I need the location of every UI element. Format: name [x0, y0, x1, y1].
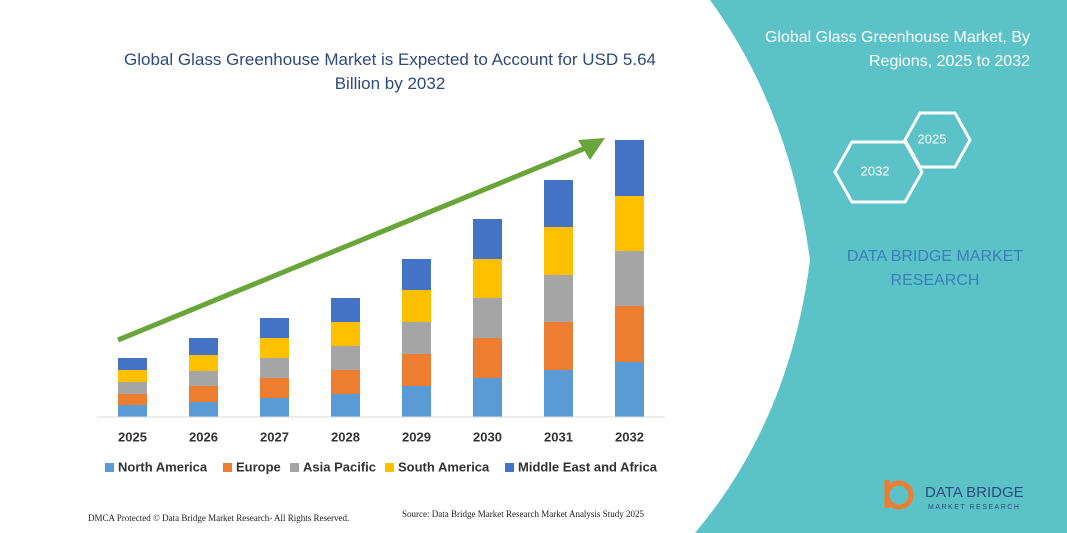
bar-segment [473, 219, 502, 259]
bar-segment [118, 370, 147, 382]
x-tick-label: 2025 [118, 429, 147, 444]
bar-segment [544, 180, 573, 227]
bar-segment [615, 362, 644, 417]
legend-label: Europe [236, 459, 281, 474]
logo-sub: MARKET RESEARCH [928, 504, 1021, 511]
x-tick-label: 2027 [260, 429, 289, 444]
dmca: DMCA Protected © Data Bridge Market Rese… [88, 513, 350, 523]
hex-label: 2032 [861, 163, 890, 178]
bar-segment [331, 394, 360, 417]
bar-segment [260, 338, 289, 358]
legend-swatch [385, 463, 394, 472]
bar-segment [331, 322, 360, 346]
bar-segment [544, 322, 573, 370]
panel-title: Global Glass Greenhouse Market, By Regio… [764, 29, 1030, 70]
brand: DATA BRIDGE MARKET RESEARCH [846, 248, 1024, 289]
bar-segment [189, 338, 218, 355]
bar-segment [331, 298, 360, 322]
source: Source: Data Bridge Market Research Mark… [402, 509, 644, 519]
legend-label: Asia Pacific [303, 459, 376, 474]
bar-segment [189, 371, 218, 386]
bar-segment [615, 140, 644, 196]
bar-segment [260, 318, 289, 338]
bar-segment [615, 306, 644, 362]
bar-segment [544, 275, 573, 322]
bar-segment [402, 322, 431, 354]
legend-label: Middle East and Africa [518, 459, 658, 474]
x-tick-label: 2028 [331, 429, 360, 444]
chart-title: Global Glass Greenhouse Market is Expect… [124, 50, 656, 93]
bar-segment [402, 386, 431, 417]
legend-swatch [223, 463, 232, 472]
bar-segment [402, 354, 431, 386]
bar-segment [473, 378, 502, 417]
x-tick-label: 2031 [544, 429, 573, 444]
logo-name: DATA BRIDGE [925, 484, 1024, 501]
bar-segment [189, 355, 218, 371]
legend-swatch [105, 463, 114, 472]
bar-segment [473, 298, 502, 338]
x-tick-label: 2026 [189, 429, 218, 444]
x-tick-label: 2032 [615, 429, 644, 444]
bar-segment [118, 358, 147, 370]
bar-segment [402, 290, 431, 322]
side-panel [695, 0, 1067, 533]
bar-segment [189, 386, 218, 402]
bar-segment [118, 394, 147, 405]
x-tick-label: 2030 [473, 429, 502, 444]
arrow-head [578, 138, 605, 160]
hex-label: 2025 [918, 131, 947, 146]
trend-arrow [117, 144, 589, 343]
bar-segment [615, 251, 644, 306]
legend-label: South America [398, 459, 490, 474]
bar-segment [331, 370, 360, 394]
legend-label: North America [118, 459, 208, 474]
bar-segment [260, 358, 289, 378]
logo-icon [884, 480, 914, 510]
bar-segment [189, 402, 218, 417]
bar-segment [260, 398, 289, 417]
legend-swatch [290, 463, 299, 472]
bar-segment [331, 346, 360, 370]
bar-segment [402, 259, 431, 290]
hexagons [833, 111, 972, 204]
bar-segment [544, 370, 573, 417]
bar-segment [260, 378, 289, 398]
legend-swatch [505, 463, 514, 472]
bar-segment [544, 227, 573, 275]
bar-segment [615, 196, 644, 251]
bar-segment [118, 382, 147, 394]
bar-segment [473, 259, 502, 298]
x-tick-label: 2029 [402, 429, 431, 444]
bar-segment [118, 405, 147, 417]
bar-segment [473, 338, 502, 378]
